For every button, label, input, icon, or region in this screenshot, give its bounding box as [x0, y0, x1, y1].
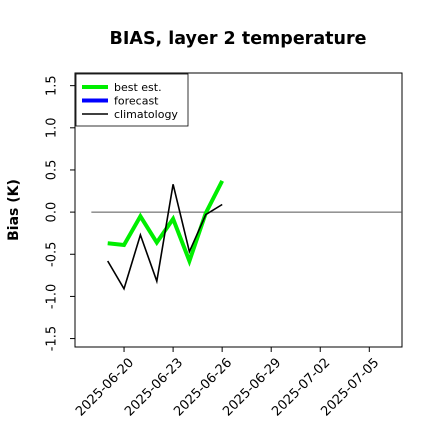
- y-tick-label: 0.5: [45, 160, 60, 181]
- y-tick-label: -1.0: [45, 284, 60, 309]
- series-line-0: [107, 179, 224, 267]
- y-ticks: -1.5 -1.0 -0.5 0.0 0.5 1.0 1.5: [45, 75, 75, 351]
- y-tick-label: 1.5: [45, 75, 60, 96]
- y-tick-label: 0.0: [45, 202, 60, 223]
- legend-label: best est.: [114, 81, 162, 94]
- y-tick-label: -1.5: [45, 326, 60, 351]
- chart-title: BIAS, layer 2 temperature: [110, 29, 367, 49]
- series-line-2: [107, 184, 223, 291]
- legend-label: forecast: [114, 95, 159, 108]
- y-tick-label: 1.0: [45, 117, 60, 138]
- y-tick-label: -0.5: [45, 242, 60, 267]
- plot-frame: [74, 72, 403, 348]
- x-ticks: 2025-06-202025-06-232025-06-262025-06-29…: [73, 347, 382, 419]
- y-axis-label: Bias (K): [6, 179, 22, 241]
- legend-label: climatology: [114, 108, 178, 121]
- series-layer: [107, 179, 224, 291]
